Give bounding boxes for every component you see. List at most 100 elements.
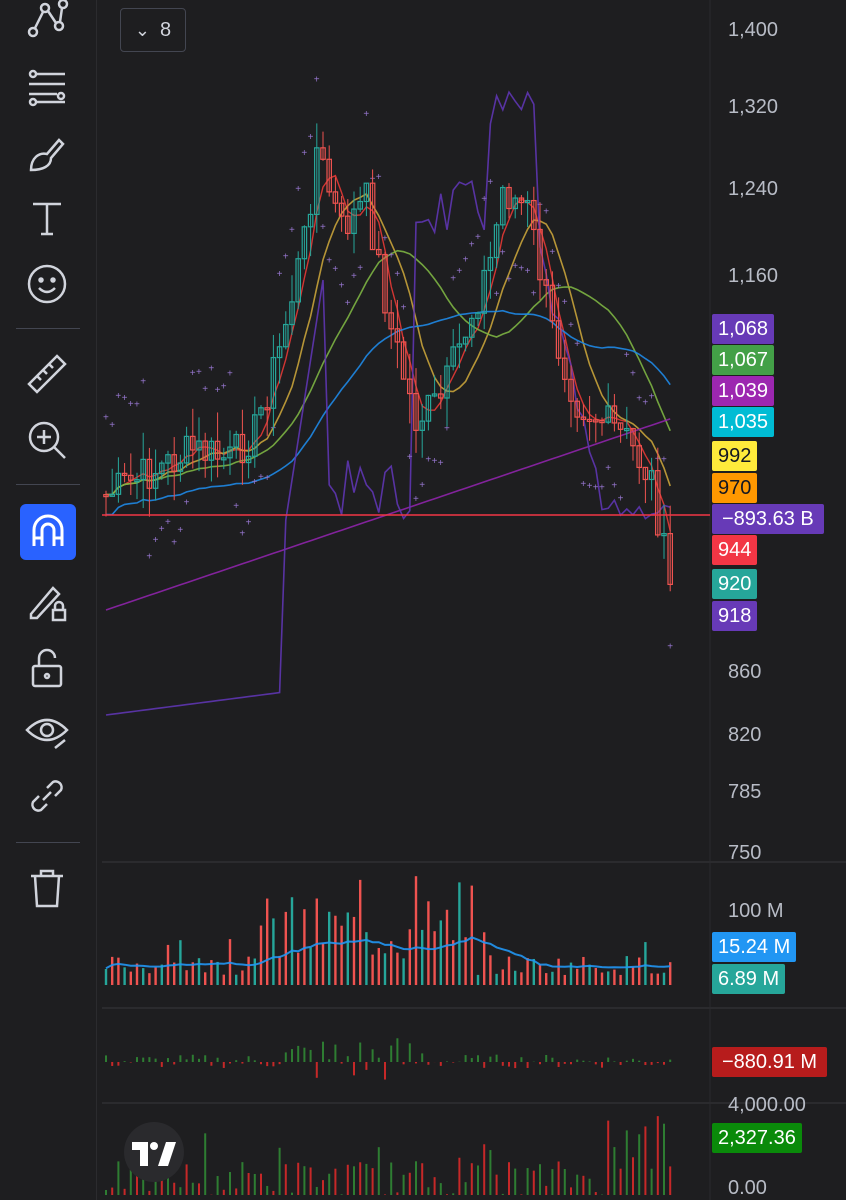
sar-dot: + [593,483,599,494]
lower-bar [613,1147,616,1195]
trash-tool[interactable] [18,862,76,914]
sar-dot: + [103,412,109,423]
lower-bar [508,1162,510,1195]
zoom-in-icon [28,421,66,459]
text-tool[interactable] [18,192,76,244]
candle-body [481,269,488,314]
volume-bar [458,882,461,985]
volume-bar [135,963,139,985]
flow-bar [439,1062,442,1066]
flow-bar [377,1057,380,1062]
candle-body [407,378,413,395]
ruler-tool[interactable] [18,348,76,400]
flow-bar [340,1062,343,1064]
legend-toggle-button[interactable]: ⌄ 8 [120,8,186,52]
volume-bar [359,879,362,985]
flow-bar [247,1056,250,1062]
tradingview-logo[interactable] [124,1122,184,1182]
sar-dot: + [171,537,177,548]
volume-bar [216,961,219,985]
candle-body [158,462,165,475]
volume-ma-line [105,936,671,970]
link-icon [31,780,63,812]
candle-body [623,428,630,432]
volume-bar [427,901,430,985]
visibility-tool[interactable] [18,706,76,758]
lower-bar [235,1188,238,1195]
candle-body [580,416,587,421]
sar-dot: + [580,479,586,490]
sar-dot: + [506,275,512,286]
volume-bar [433,931,436,985]
lower-axis-bottom-label: 0.00 [728,1177,767,1199]
flow-bar [154,1058,157,1062]
flow-bar [384,1062,386,1080]
flow-bar [427,1062,430,1065]
volume-bar [569,962,573,985]
fib-tool[interactable] [18,62,76,114]
volume-bar [154,967,157,985]
chart-canvas[interactable]: +++ ++ ++++++++++ ++++ ++++++ + ++++++++++++++… [96,0,846,1200]
candle-body [413,392,419,431]
sar-dot: + [549,247,555,258]
lower-bar [656,1116,659,1195]
price-badge-970: 970 [712,473,758,503]
sar-dot: + [624,350,630,361]
sar-dot: + [531,288,537,299]
lower-bar [594,1192,597,1195]
lower-bar [253,1173,256,1195]
zoom-in-tool[interactable] [18,414,76,466]
brush-tool[interactable] [18,128,76,180]
volume-bar [563,974,566,985]
lower-bar [557,1161,560,1195]
lower-bar [309,1167,312,1195]
price-line-badge[interactable]: −893.63 B [712,504,824,534]
volume-bar [241,970,244,985]
sar-dot: + [146,551,152,562]
lower-bar [495,1174,498,1195]
magnet-tool[interactable] [20,504,76,560]
link-tool[interactable] [18,770,76,822]
lock-drawing-icon [29,586,67,622]
lower-bar [563,1169,566,1195]
candle-body [369,182,376,251]
candle-body [227,446,233,459]
flow-bar [148,1057,151,1062]
price-axis-label: 1,320 [728,96,779,118]
chart-area[interactable]: + + + + + + + + + + + + + + + + + + + + + + + + + + + + + + + + + + + + + + + +… [96,0,846,1200]
flow-bar [539,1062,541,1065]
lower-bar [408,1172,411,1195]
price-axis-label: 1,240 [728,178,779,200]
flow-bar [179,1055,182,1062]
candle-body [351,208,357,235]
volume-bar [259,925,263,985]
volume-bar [247,956,250,985]
volume-ma-badge: 15.24 M [712,932,797,962]
sar-dot: + [345,298,351,309]
candle-body [574,400,581,418]
flow-bar [235,1060,238,1062]
flow-bar [415,1062,417,1064]
flow-bar [446,1061,448,1062]
volume-bar [414,876,418,985]
lower-bar [421,1163,424,1195]
sar-dot: + [122,393,128,404]
unlock-tool[interactable] [18,642,76,694]
flow-bar [105,1055,107,1062]
lower-bar [396,1192,399,1195]
flow-bar [129,1062,132,1063]
lock-drawing-tool[interactable] [18,576,76,628]
volume-bar [117,957,120,985]
flow-bar [346,1056,349,1062]
pattern-tool[interactable] [18,0,76,44]
candle-body [654,470,661,536]
candle-body [134,479,140,483]
lower-bar [514,1168,517,1195]
candle-body [425,394,432,422]
flow-bar [260,1062,262,1065]
emoji-tool[interactable] [18,258,76,310]
candle-body [444,365,450,399]
sar-dot: + [587,481,593,492]
flow-bar [452,1062,455,1063]
sar-dot: + [308,132,314,143]
